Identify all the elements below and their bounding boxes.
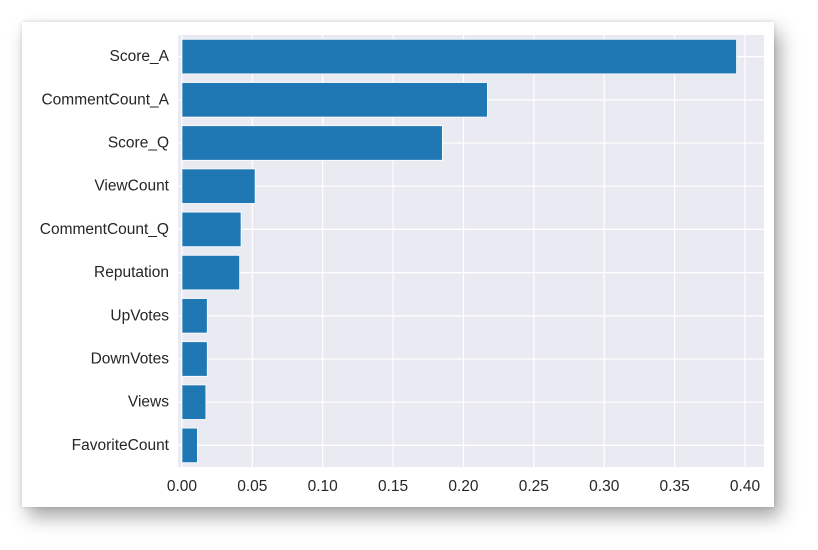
y-tick-label: CommentCount_A (41, 91, 169, 108)
bar-upvotes (181, 298, 208, 334)
bar-downvotes (181, 341, 208, 377)
x-tick-label: 0.00 (167, 478, 198, 495)
y-tick-label: UpVotes (110, 307, 169, 324)
x-tick-labels: 0.00 0.05 0.10 0.15 0.20 0.25 0.30 0.35 0.40 (167, 478, 761, 495)
y-tick-label: ViewCount (94, 178, 169, 195)
bar-score-q (181, 125, 443, 161)
y-tick-label: Views (128, 394, 169, 411)
grid-lines (178, 35, 764, 467)
bars (181, 38, 737, 464)
y-tick-labels: Score_A CommentCount_A Score_Q ViewCount Com… (40, 48, 170, 454)
bar-commentcount-a (181, 82, 488, 118)
bar-viewcount (181, 168, 256, 204)
bar-favoritecount (181, 427, 198, 464)
x-tick-label: 0.40 (730, 478, 761, 495)
y-tick-label: FavoriteCount (72, 437, 170, 454)
x-tick-label: 0.25 (519, 478, 549, 495)
x-tick-label: 0.10 (308, 478, 339, 495)
x-tick-label: 0.30 (589, 478, 620, 495)
x-tick-label: 0.05 (237, 478, 267, 495)
x-tick-label: 0.15 (378, 478, 408, 495)
x-tick-label: 0.35 (660, 478, 690, 495)
x-tick-label: 0.20 (448, 478, 479, 495)
y-tick-label: Score_Q (108, 135, 169, 152)
y-tick-label: Reputation (94, 264, 169, 281)
y-tick-label: CommentCount_Q (40, 221, 169, 238)
bar-score-a (181, 38, 737, 75)
bar-commentcount-q (181, 211, 242, 248)
y-tick-label: DownVotes (91, 351, 170, 368)
bar-reputation (181, 254, 241, 291)
bar-views (181, 384, 207, 420)
y-tick-label: Score_A (110, 48, 170, 65)
